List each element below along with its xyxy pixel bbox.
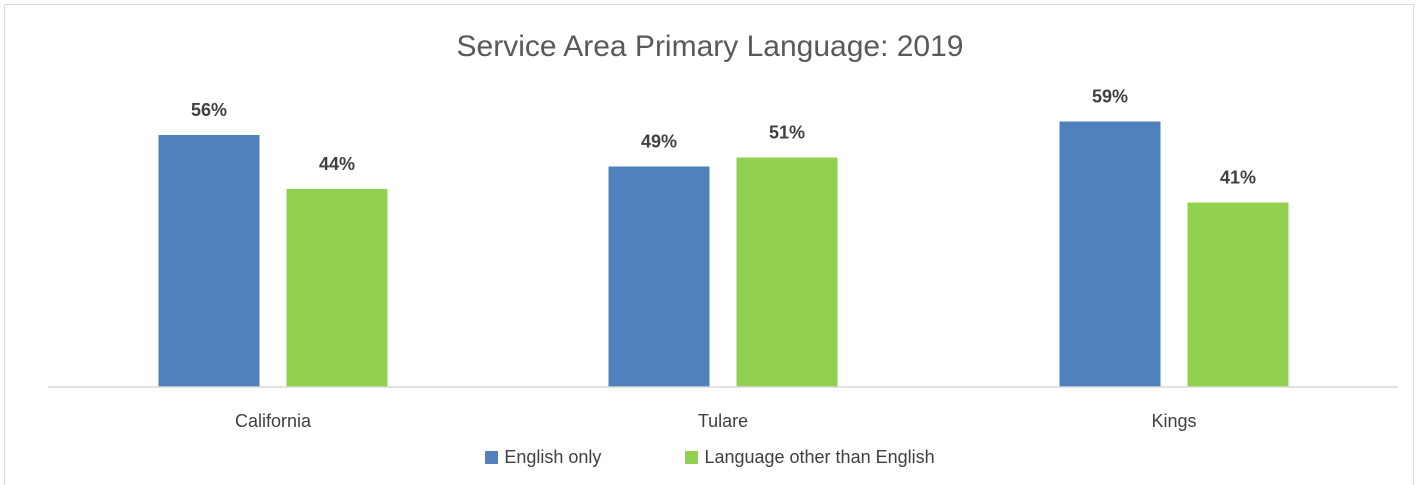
data-label-kings-series-1: 41%	[1220, 168, 1256, 188]
bars-layer	[158, 121, 1289, 387]
data-label-kings-series-0: 59%	[1092, 87, 1128, 107]
legend-swatch-other-language	[685, 451, 699, 464]
legend: English only Language other than English	[0, 447, 1420, 468]
bar-tulare-series-1	[736, 157, 838, 387]
chart-title: Service Area Primary Language: 2019	[456, 30, 964, 63]
bar-kings-series-1	[1187, 202, 1289, 387]
bar-california-series-0	[158, 135, 260, 387]
category-label-california: California	[235, 411, 312, 431]
bar-california-series-1	[286, 189, 388, 387]
legend-label-other-language: Language other than English	[704, 447, 935, 467]
legend-item-english-only: English only	[485, 447, 601, 468]
bar-tulare-series-0	[608, 166, 710, 387]
labels-layer: 56% 44% California 49% 51% Tulare 59% 41% Kings	[191, 87, 1256, 432]
category-label-tulare: Tulare	[698, 411, 748, 431]
category-label-kings: Kings	[1151, 411, 1196, 431]
legend-label-english-only: English only	[504, 447, 602, 467]
legend-item-other-language: Language other than English	[685, 447, 935, 468]
bar-kings-series-0	[1059, 121, 1161, 387]
data-label-tulare-series-1: 51%	[769, 123, 805, 143]
data-label-tulare-series-0: 49%	[641, 132, 677, 152]
data-label-california-series-0: 56%	[191, 100, 227, 120]
bar-chart: 56% 44% California 49% 51% Tulare 59% 41% Kings	[48, 87, 1398, 432]
legend-swatch-english-only	[485, 451, 499, 464]
data-label-california-series-1: 44%	[319, 154, 355, 174]
